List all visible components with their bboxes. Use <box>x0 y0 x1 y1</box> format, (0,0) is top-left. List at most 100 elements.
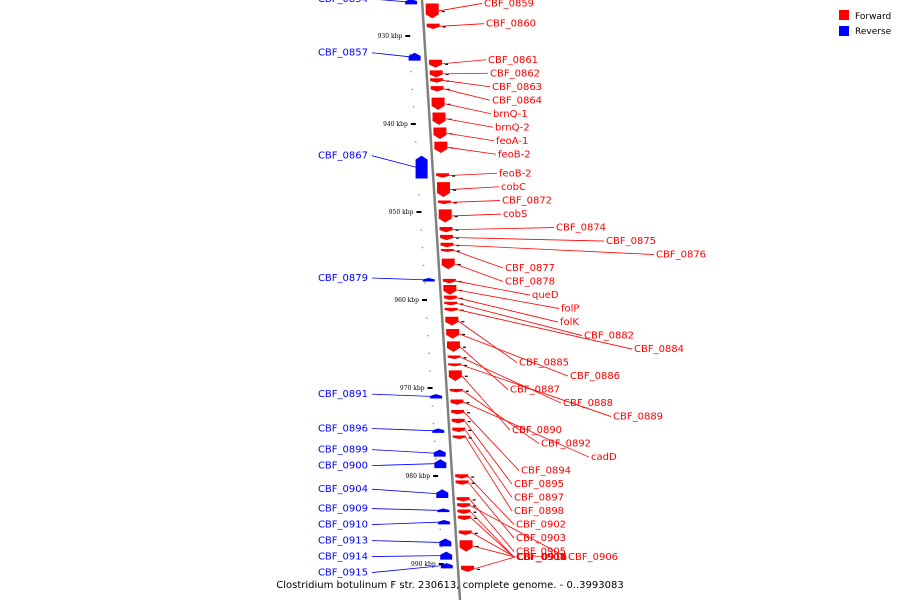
forward-gene-label: CBF_0888 <box>563 398 613 409</box>
forward-gene-leader <box>449 186 500 190</box>
forward-gene-shape <box>445 316 459 326</box>
forward-gene-label: CBF_0863 <box>492 82 542 93</box>
reverse-gene-leader <box>371 540 440 543</box>
reverse-gene-label: CBF_0915 <box>318 568 368 579</box>
forward-gene: CBF_0908 <box>457 515 566 563</box>
reverse-gene-shape <box>422 278 435 282</box>
reverse-gene-shape <box>437 508 450 513</box>
forward-gene-label: CBF_0861 <box>488 55 538 66</box>
legend-forward-label: Forward <box>855 12 891 22</box>
forward-gene-shape <box>455 480 469 485</box>
forward-gene-shape <box>457 515 471 520</box>
forward-gene-marker <box>474 532 478 534</box>
axis-minor-tick <box>435 458 437 460</box>
forward-gene-leader <box>445 118 494 128</box>
reverse-gene-leader <box>371 155 416 168</box>
forward-gene-leader <box>456 297 559 323</box>
forward-gene-label: CBF_0908 <box>516 552 566 563</box>
forward-gene-marker <box>456 250 460 252</box>
forward-gene-label: cobC <box>501 182 526 193</box>
axis-ticks: 930 kbp 940 kbp 950 kbp 960 kbp 970 kbp 980 k… <box>378 33 444 568</box>
axis-minor-tick <box>427 335 429 337</box>
axis-tick: 970 kbp <box>400 385 437 460</box>
forward-gene-label: CBF_0902 <box>516 520 566 531</box>
forward-gene-marker <box>473 517 477 519</box>
forward-gene-marker <box>471 476 475 478</box>
forward-gene-leader <box>470 511 515 558</box>
axis-tick-label: 990 kbp <box>411 561 436 568</box>
forward-gene-label: CBF_0872 <box>502 196 552 207</box>
forward-gene-leader <box>443 80 491 88</box>
reverse-gene-leader <box>371 555 441 557</box>
reverse-gene-label: CBF_0854 <box>318 0 368 5</box>
forward-gene: cobC <box>437 182 526 198</box>
axis-tick-label: 980 kbp <box>405 473 430 480</box>
axis-tick-label: 940 kbp <box>383 121 408 128</box>
forward-gene-leader <box>473 556 516 570</box>
forward-gene-marker <box>445 63 449 65</box>
forward-gene-marker <box>460 303 464 305</box>
forward-gene-marker <box>455 229 459 231</box>
axis-minor-tick <box>431 405 434 407</box>
forward-gene-leader <box>470 517 515 558</box>
forward-gene-shape <box>443 285 457 295</box>
forward-gene-leader <box>467 476 515 525</box>
forward-gene-label: CBF_0860 <box>486 19 536 30</box>
forward-gene: CBF_0861 <box>429 55 538 68</box>
forward-gene-shape <box>444 301 458 306</box>
forward-gene-marker <box>445 73 449 76</box>
legend-reverse-swatch <box>839 26 849 36</box>
forward-gene-label: CBF_0884 <box>634 344 684 355</box>
forward-gene-label: feoB-2 <box>499 168 532 179</box>
forward-gene-label: CBF_0895 <box>514 479 564 490</box>
forward-gene-label: CBF_0882 <box>584 331 634 342</box>
forward-gene: CBF_0863 <box>430 78 542 93</box>
forward-gene-leader <box>453 250 504 269</box>
axis-minor-tick <box>423 282 426 284</box>
reverse-gene: CBF_0867 <box>318 151 428 179</box>
forward-gene-shape <box>455 474 469 479</box>
reverse-gene-shape <box>439 538 452 547</box>
forward-gene-label: CBF_0916 <box>517 552 567 563</box>
forward-gene: CBF_0878 <box>441 258 555 288</box>
forward-gene-shape <box>438 209 452 223</box>
forward-gene-marker <box>446 88 450 90</box>
forward-gene-marker <box>441 10 445 13</box>
forward-gene-leader <box>463 411 520 471</box>
forward-gene-leader <box>442 72 489 75</box>
legend-reverse-label: Reverse <box>855 27 892 37</box>
axis-minor-tick <box>422 264 425 266</box>
forward-gene-label: CBF_0876 <box>656 250 706 261</box>
forward-gene-label: CBF_0889 <box>613 412 663 423</box>
forward-gene-shape <box>458 530 472 535</box>
reverse-genes: CBF_0854 CBF_0857 CBF_0867 CBF_0879 CBF_0891… <box>318 0 453 579</box>
forward-gene-leader <box>457 309 633 350</box>
forward-gene: CBF_0886 <box>446 329 620 382</box>
forward-gene-leader <box>461 375 511 431</box>
axis-minor-tick <box>439 528 441 530</box>
reverse-gene-shape <box>430 394 443 399</box>
forward-gene-label: CBF_0905 <box>516 547 566 558</box>
reverse-gene-leader <box>371 52 409 58</box>
reverse-gene-label: CBF_0867 <box>318 151 368 162</box>
forward-gene-label: CBF_0878 <box>505 277 555 288</box>
forward-gene-shape <box>431 97 445 110</box>
forward-gene-label: CBF_0862 <box>490 68 540 79</box>
forward-gene-shape <box>457 509 471 514</box>
forward-gene: CBF_0860 <box>426 19 536 30</box>
reverse-gene-leader <box>371 521 439 525</box>
forward-gene-leader <box>469 505 567 558</box>
axis-tick: 990 kbp <box>411 561 444 568</box>
forward-gene-label: CBF_0897 <box>514 493 564 504</box>
forward-gene-shape <box>457 503 471 508</box>
reverse-gene-leader <box>371 428 433 432</box>
forward-gene-marker <box>452 175 456 177</box>
forward-gene-shape <box>437 182 451 198</box>
forward-gene: CBF_0912 <box>459 540 567 563</box>
forward-gene: feoB-2 <box>434 141 531 160</box>
reverse-gene: CBF_0904 <box>318 484 449 498</box>
axis-tick: 940 kbp <box>383 121 420 196</box>
forward-gene-marker <box>464 375 468 377</box>
forward-gene: CBF_0907 <box>457 509 566 563</box>
forward-gene-leader <box>460 356 562 404</box>
